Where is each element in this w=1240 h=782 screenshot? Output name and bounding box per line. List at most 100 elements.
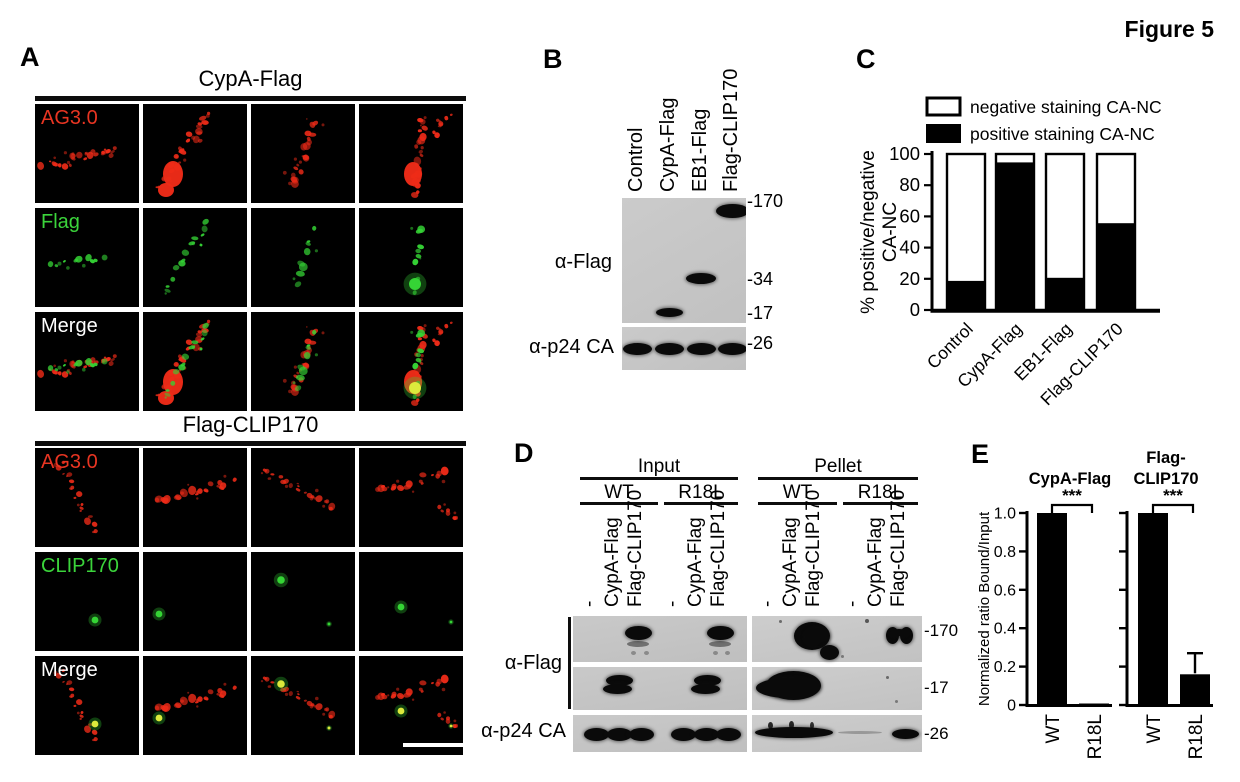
b-mw-marker: -34	[747, 269, 774, 289]
micrograph-cypa-row0-col2	[251, 104, 355, 203]
d-wb-band	[819, 645, 839, 660]
legend-swatch-positive	[926, 124, 961, 143]
figure-title: Figure 5	[1124, 16, 1214, 42]
e-sig-stars: ***	[1163, 486, 1183, 505]
d-wb-band	[724, 651, 730, 655]
micrograph-clip170-row2-col3	[359, 656, 463, 755]
d-wb-band	[755, 727, 833, 738]
micrograph-image-red	[251, 104, 355, 203]
d-wb-band	[630, 651, 636, 655]
c-bar-positive	[1096, 223, 1136, 311]
channel-label: Merge	[41, 659, 98, 681]
d-subgroup-header: R18L	[857, 482, 904, 503]
panel-a-group-title: CypA-Flag	[198, 66, 303, 91]
c-y-axis-label-2: CA-NC	[880, 202, 901, 262]
legend-swatch-negative	[925, 96, 962, 117]
panel-a-group-title: Flag-CLIP170	[182, 412, 319, 437]
scale-bar	[403, 743, 464, 747]
d-wb-band	[624, 626, 652, 640]
c-y-tick-label: 40	[899, 237, 920, 258]
micrograph-image-green	[35, 208, 139, 307]
micrograph-image-merge	[359, 656, 463, 755]
d-wb-band	[894, 700, 898, 703]
d-wb-band	[805, 628, 829, 646]
d-wb-band	[891, 729, 919, 739]
b-mw-marker: -26	[747, 333, 774, 353]
b-p24-band	[717, 343, 746, 355]
d-wb-band	[670, 728, 696, 741]
micrograph-image-red	[359, 104, 463, 203]
e-y-tick-label: 0.6	[994, 582, 1016, 599]
channel-label: CLIP170	[41, 555, 119, 577]
micrograph-image-red	[35, 104, 139, 203]
micrograph-image-red	[251, 448, 355, 547]
micrograph-clip170-row0-col0: AG3.0	[35, 448, 139, 547]
micrograph-image-red	[35, 448, 139, 547]
d-wb-band	[602, 684, 632, 694]
b-p24-band	[654, 343, 684, 355]
micrograph-clip170-row0-col2	[251, 448, 355, 547]
micrograph-clip170-row1-col2	[251, 552, 355, 651]
e-sig-bracket	[1050, 503, 1094, 513]
d-wb-band	[715, 728, 741, 741]
micrograph-image-merge	[143, 656, 247, 755]
d-subgroup-header: WT	[604, 482, 634, 503]
micrograph-cypa-row2-col0: Merge	[35, 312, 139, 411]
micrograph-image-red	[359, 448, 463, 547]
d-subgroup-underline	[580, 502, 658, 505]
d-wb-band	[712, 651, 718, 655]
micrograph-clip170-row2-col2	[251, 656, 355, 755]
micrograph-clip170-row1-col1	[143, 552, 247, 651]
e-sig-bracket	[1151, 503, 1195, 513]
micrograph-cypa-row0-col0: AG3.0	[35, 104, 139, 203]
e-chart-title: CLIP170	[1133, 470, 1198, 488]
panel-c-chart: negative staining CA-NC positive staining…	[858, 96, 1162, 409]
d-wb-band	[865, 619, 869, 623]
d-wb-band	[643, 651, 649, 655]
micrograph-image-merge	[35, 312, 139, 411]
micrograph-image-green	[143, 552, 247, 651]
e-y-tick-label: 0.2	[994, 659, 1016, 676]
micrograph-clip170-row1-col3	[359, 552, 463, 651]
d-wb-band	[767, 722, 773, 729]
d-group-underline	[758, 477, 918, 480]
e-y-tick-label: 0.4	[994, 621, 1016, 638]
micrograph-clip170-row1-col0: CLIP170	[35, 552, 139, 651]
group-title-underline	[35, 96, 466, 101]
channel-label: Merge	[41, 315, 98, 337]
d-antibody-label-p24: α-p24 CA	[481, 720, 566, 742]
c-y-tick-label: 0	[910, 299, 920, 320]
micrograph-clip170-row2-col0: Merge	[35, 656, 139, 755]
e-bar-WT	[1138, 513, 1168, 705]
c-bar-positive	[946, 280, 986, 311]
d-wb-band	[709, 641, 731, 647]
micrograph-cypa-row0-col1	[143, 104, 247, 203]
d-wb-band	[706, 626, 734, 640]
micrograph-clip170-row2-col1	[143, 656, 247, 755]
d-wb-band	[693, 675, 721, 686]
micrograph-cypa-row1-col0: Flag	[35, 208, 139, 307]
micrograph-image-green	[359, 208, 463, 307]
e-x-tick-label: WT	[1144, 714, 1165, 744]
micrograph-image-merge	[143, 312, 247, 411]
e-bar-R18L	[1079, 703, 1109, 706]
d-wb-band	[890, 629, 908, 636]
d-mw-marker: -170	[924, 621, 959, 640]
panel-e-chart: Normalized ratio Bound/Input CypA-Flag 0 0.…	[976, 449, 1213, 759]
b-antibody-label-p24: α-p24 CA	[529, 336, 614, 358]
e-y-tick-label: 0	[1007, 698, 1016, 715]
e-chart-title: Flag-	[1146, 449, 1185, 467]
micrograph-cypa-row1-col2	[251, 208, 355, 307]
d-wb-band	[778, 620, 782, 623]
channel-label: AG3.0	[41, 451, 98, 473]
d-subgroup-header: WT	[782, 482, 813, 503]
micrograph-cypa-row2-col3	[359, 312, 463, 411]
d-group-header: Pellet	[814, 456, 862, 477]
panel-b-label: B	[543, 44, 563, 74]
d-subgroup-header: R18L	[678, 482, 724, 503]
c-y-tick-label: 60	[899, 205, 920, 226]
